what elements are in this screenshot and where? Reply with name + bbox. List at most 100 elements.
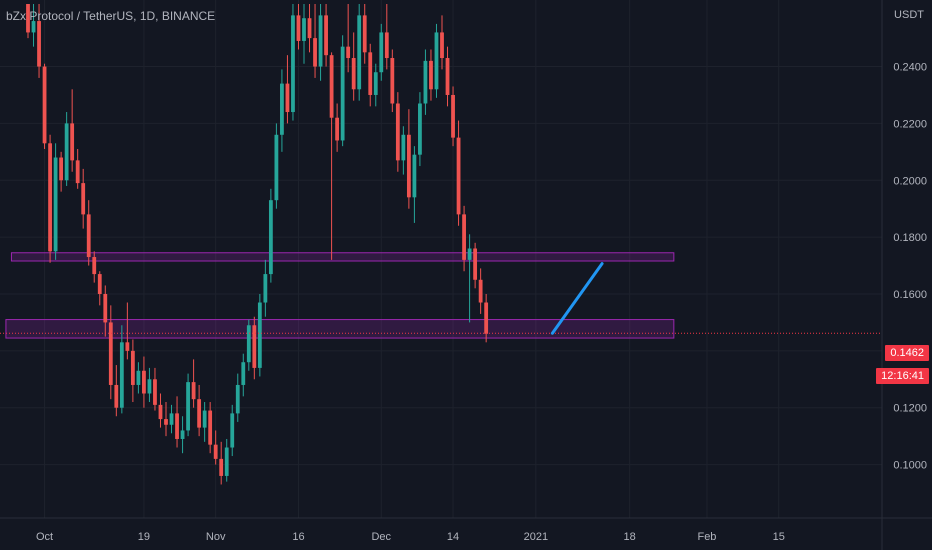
candle-body	[64, 123, 69, 181]
candle-body	[429, 60, 433, 90]
candle-body	[241, 362, 246, 385]
candle-body	[97, 274, 102, 294]
candle-body	[329, 55, 334, 118]
price-zone	[5, 319, 675, 339]
candle-body	[357, 15, 362, 90]
candle-body	[346, 46, 351, 59]
candle-body	[37, 21, 41, 67]
candle-body	[252, 325, 257, 368]
candle-body	[26, 4, 30, 33]
candle-body	[484, 302, 489, 334]
price-tick-label: 0.1200	[893, 403, 927, 415]
candle-body	[440, 32, 444, 59]
candle-body	[302, 18, 306, 41]
price-tick-label: 0.1800	[893, 232, 927, 244]
candle-body	[412, 154, 417, 198]
candle-body	[92, 257, 97, 275]
candle-body	[318, 15, 323, 67]
time-tick-label: Dec	[371, 531, 391, 543]
candle-body	[296, 15, 301, 41]
candle-body	[197, 399, 202, 428]
candle-body	[213, 444, 218, 459]
support-resistance-zones	[5, 252, 675, 339]
candle-body	[335, 117, 340, 141]
candle-body	[164, 419, 168, 425]
candle-body	[324, 15, 328, 56]
candle-body	[340, 46, 345, 141]
candle-body	[274, 134, 279, 201]
candle-body	[257, 302, 262, 368]
candle-body	[456, 137, 461, 215]
candle-body	[147, 379, 152, 394]
chart-grid	[0, 0, 882, 518]
candle-body	[246, 325, 251, 363]
candle-body	[108, 322, 113, 385]
candle-body	[31, 21, 36, 33]
time-tick-label: Oct	[36, 531, 53, 543]
candle-body	[42, 66, 47, 144]
time-tick-label: 18	[624, 531, 636, 543]
candle-body	[478, 279, 483, 303]
candle-body	[434, 32, 439, 90]
candle-body	[186, 382, 190, 431]
candle-body	[291, 15, 295, 113]
time-tick-label: 14	[447, 531, 459, 543]
candle-body	[384, 32, 389, 59]
candle-body	[125, 342, 130, 351]
candle-body	[130, 350, 135, 385]
currency-label[interactable]: USDT	[894, 9, 924, 21]
candle-body	[280, 83, 284, 135]
candle-body	[418, 103, 422, 155]
candle-body	[153, 379, 157, 405]
candle-body	[235, 384, 240, 414]
time-tick-label: 15	[773, 531, 785, 543]
candle-body	[230, 413, 235, 448]
price-tick-label: 0.2000	[893, 175, 927, 187]
candle-body	[423, 60, 428, 104]
time-tick-label: 16	[292, 531, 304, 543]
trend-line	[550, 262, 604, 335]
candle-body	[208, 410, 213, 445]
candle-body	[114, 384, 119, 408]
price-tick-label: 0.1600	[893, 289, 927, 301]
candle-body	[268, 200, 273, 275]
price-tick-label: 0.2400	[893, 62, 927, 74]
candle-body	[119, 342, 124, 408]
candle-body	[53, 157, 58, 252]
candle-body	[180, 430, 185, 439]
symbol-title: bZx Protocol / TetherUS, 1D, BINANCE	[6, 9, 216, 23]
time-tick-label: 19	[138, 531, 150, 543]
candle-body	[351, 58, 356, 90]
candle-body	[445, 58, 450, 95]
price-tick-label: 0.2200	[893, 118, 927, 130]
candle-body	[75, 160, 80, 184]
time-tick-label: Feb	[697, 531, 716, 543]
candle-body	[142, 370, 146, 394]
candlestick-series	[26, 4, 489, 485]
candle-body	[224, 447, 229, 476]
candle-body	[473, 248, 478, 280]
candle-body	[307, 18, 312, 39]
candle-body	[81, 183, 86, 215]
time-tick-label: Nov	[206, 531, 226, 543]
candle-body	[175, 413, 179, 439]
candle-body	[59, 157, 64, 181]
candle-body	[401, 134, 406, 161]
price-tick-label: 0.1000	[893, 460, 927, 472]
candle-body	[368, 52, 373, 95]
time-axis[interactable]: Oct 19 Nov 16 Dec 14 2021 18 Feb 15	[36, 531, 785, 543]
price-axis[interactable]: 0.24000.22000.20000.18000.16000.14000.12…	[893, 62, 927, 472]
candle-body	[451, 94, 455, 138]
price-zone	[10, 252, 675, 262]
candle-body	[219, 458, 224, 476]
candle-body	[362, 15, 367, 53]
candle-body	[169, 413, 174, 425]
candle-body	[136, 370, 141, 385]
candle-body	[285, 83, 290, 113]
candle-body	[202, 410, 207, 428]
candle-body	[103, 293, 108, 323]
countdown-tag: 12:16:41	[876, 368, 929, 384]
candle-body	[191, 382, 196, 400]
candle-body	[48, 143, 52, 252]
